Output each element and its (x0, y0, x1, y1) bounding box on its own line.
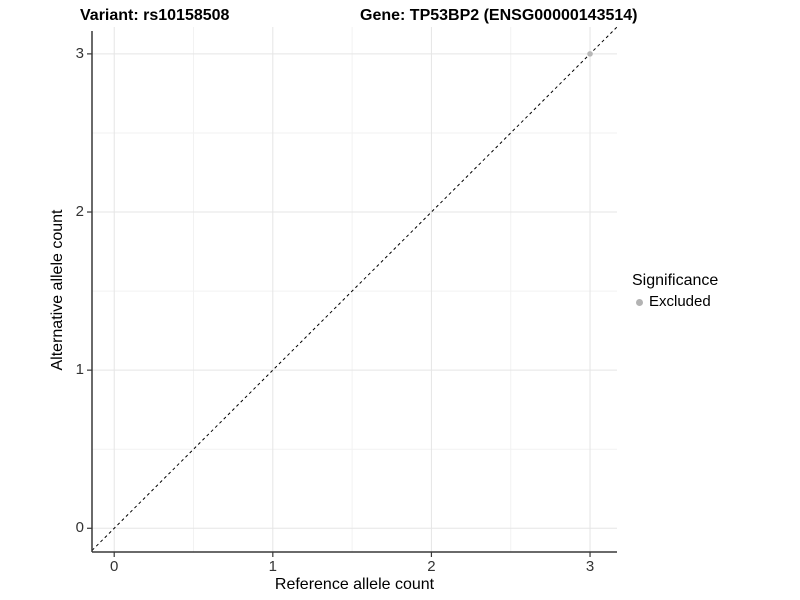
y-tick-label: 3 (75, 44, 84, 62)
legend-entry-label: Excluded (649, 293, 711, 310)
data-point (587, 51, 593, 57)
identity-dashed-line (91, 26, 618, 551)
x-axis-label: Reference allele count (274, 576, 435, 593)
x-tick-label: 2 (427, 558, 436, 575)
y-tick-label: 1 (75, 361, 84, 379)
legend-entries: Excluded (632, 293, 718, 311)
legend-key-dot-icon (636, 298, 643, 306)
y-tick-label: 0 (75, 519, 84, 537)
legend-entry: Excluded (632, 293, 718, 311)
legend-title: Significance (632, 272, 719, 289)
x-tick-label: 3 (585, 558, 595, 575)
y-axis-label: Alternative allele count (49, 209, 66, 371)
gene-title: Gene: TP53BP2 (ENSG00000143514) (360, 7, 638, 24)
variant-title: Variant: rs10158508 (80, 7, 230, 24)
y-tick-label: 2 (75, 203, 84, 220)
x-tick-label: 1 (268, 558, 277, 575)
legend: Significance Excluded (632, 271, 718, 311)
x-tick-label: 0 (110, 558, 119, 575)
